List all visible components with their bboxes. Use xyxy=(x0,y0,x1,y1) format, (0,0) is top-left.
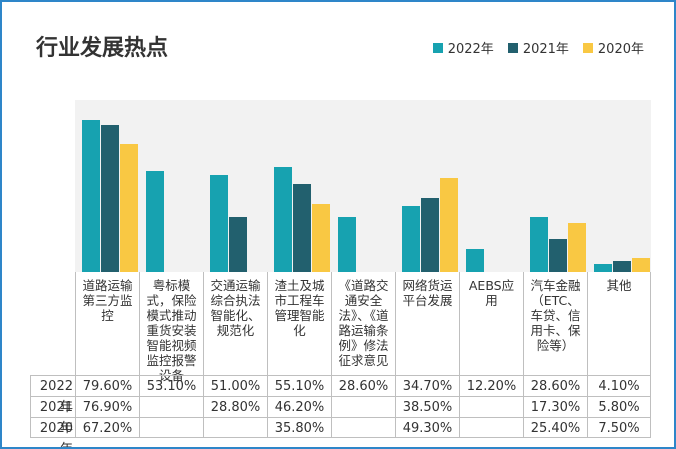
data-label: 28.80% xyxy=(203,396,267,417)
legend-label: 2021年 xyxy=(522,42,569,57)
bar xyxy=(338,217,356,272)
table-cell xyxy=(331,417,395,438)
data-label: 17.30% xyxy=(523,396,587,417)
data-label: 28.60% xyxy=(331,375,395,396)
x-tick-label: 汽车金融（ETC、车贷、信用卡、保险等） xyxy=(530,278,581,353)
bar xyxy=(229,216,247,272)
bar xyxy=(210,174,228,272)
data-label: 4.10% xyxy=(587,375,651,396)
legend-label: 2020年 xyxy=(597,42,644,57)
category-cell: 渣土及城市工程车管理智能化 xyxy=(267,272,331,375)
data-label: 34.70% xyxy=(395,375,459,396)
legend: 2022年 2021年 2020年 xyxy=(432,38,644,57)
bar xyxy=(120,143,138,272)
bar xyxy=(613,260,631,272)
table-cell xyxy=(459,396,523,417)
table-cell xyxy=(459,417,523,438)
bar xyxy=(402,205,420,272)
bar xyxy=(594,264,612,272)
legend-item: 2021年 xyxy=(507,38,569,57)
data-label: 25.40% xyxy=(523,417,587,438)
bar xyxy=(549,238,567,272)
bar xyxy=(568,223,586,272)
data-label: 76.90% xyxy=(75,396,139,417)
table-cell xyxy=(331,396,395,417)
table-cell xyxy=(139,396,203,417)
category-cell: 道路运输第三方监控 xyxy=(75,272,139,375)
bar xyxy=(146,170,164,272)
chart-title: 行业发展热点 xyxy=(36,36,169,61)
data-label: 49.30% xyxy=(395,417,459,438)
legend-item: 2020年 xyxy=(582,38,644,57)
x-tick-label: 粤标模式，保险模式推动重货安装智能视频监控报警设备 xyxy=(146,278,197,383)
bar xyxy=(421,198,439,272)
data-label: 51.00% xyxy=(203,375,267,396)
x-tick-label: 《道路交通安全法》、《道路运输条例》修法征求意见 xyxy=(338,278,389,368)
data-label: 46.20% xyxy=(267,396,331,417)
data-label: 5.80% xyxy=(587,396,651,417)
row-header: 2021年 xyxy=(30,396,75,436)
bar xyxy=(632,257,650,272)
category-cell: 其他 xyxy=(587,272,651,375)
data-label: 7.50% xyxy=(587,417,651,438)
legend-swatch xyxy=(432,42,443,53)
table-cell xyxy=(139,417,203,438)
x-tick-label: AEBS应用 xyxy=(468,278,515,308)
data-label: 55.10% xyxy=(267,375,331,396)
row-header: 2022年 xyxy=(30,375,75,415)
row-header: 2020年 xyxy=(30,417,75,447)
data-label: 53.10% xyxy=(139,375,203,396)
table-cell xyxy=(203,417,267,438)
category-cell: 网络货运平台发展 xyxy=(395,272,459,375)
bar xyxy=(440,177,458,272)
bar xyxy=(466,248,484,272)
data-label: 38.50% xyxy=(395,396,459,417)
data-label: 35.80% xyxy=(267,417,331,438)
x-tick-label: 交通运输综合执法智能化、规范化 xyxy=(210,278,261,338)
data-label: 79.60% xyxy=(75,375,139,396)
bar xyxy=(312,203,330,272)
legend-swatch xyxy=(582,42,593,53)
x-tick-label: 网络货运平台发展 xyxy=(402,278,453,308)
x-tick-label: 道路运输第三方监控 xyxy=(82,278,133,323)
category-cell: 《道路交通安全法》、《道路运输条例》修法征求意见 xyxy=(331,272,395,375)
data-label: 67.20% xyxy=(75,417,139,438)
bar xyxy=(274,166,292,272)
legend-label: 2022年 xyxy=(447,42,494,57)
bar xyxy=(82,119,100,272)
category-cell: 汽车金融（ETC、车贷、信用卡、保险等） xyxy=(523,272,587,375)
plot-area xyxy=(75,100,651,272)
category-cell: 粤标模式，保险模式推动重货安装智能视频监控报警设备 xyxy=(139,272,203,383)
x-tick-label: 渣土及城市工程车管理智能化 xyxy=(274,278,325,338)
bar xyxy=(101,125,119,272)
category-cell: 交通运输综合执法智能化、规范化 xyxy=(203,272,267,375)
bar xyxy=(293,183,311,272)
legend-swatch xyxy=(507,42,518,53)
x-tick-label: 其他 xyxy=(606,278,632,293)
category-cell: AEBS应用 xyxy=(459,272,523,375)
data-label: 28.60% xyxy=(523,375,587,396)
data-label: 12.20% xyxy=(459,375,523,396)
bar xyxy=(530,217,548,272)
legend-item: 2022年 xyxy=(432,38,494,57)
